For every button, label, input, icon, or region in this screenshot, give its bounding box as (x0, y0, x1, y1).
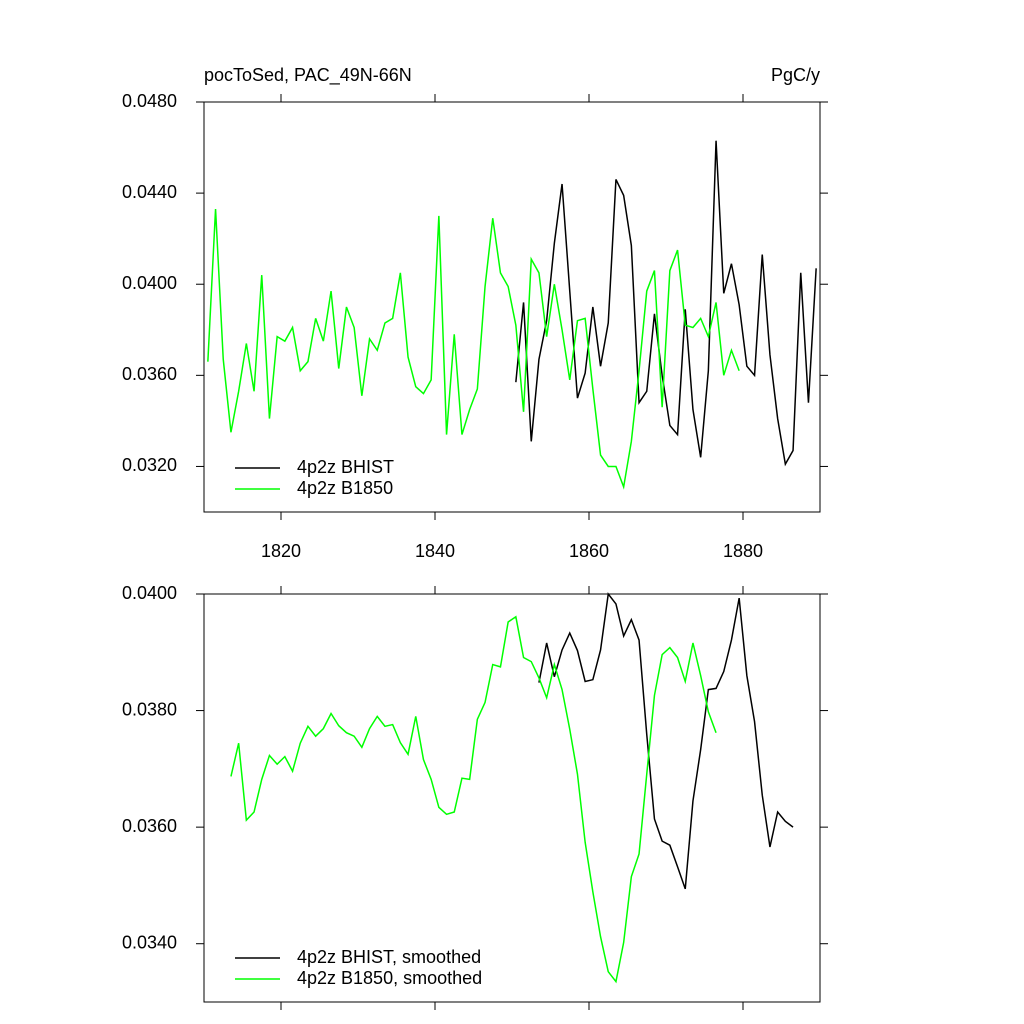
y-tick-label: 0.0340 (122, 932, 177, 952)
y-tick-label: 0.0360 (122, 816, 177, 836)
y-tick-label: 0.0320 (122, 455, 177, 475)
legend-label: 4p2z BHIST, smoothed (297, 947, 481, 967)
legend-label: 4p2z B1850 (297, 478, 393, 498)
x-tick-label: 1860 (569, 541, 609, 561)
y-tick-label: 0.0360 (122, 364, 177, 384)
series-line (230, 615, 717, 984)
plot-frame (203, 101, 821, 513)
y-tick-label: 0.0400 (122, 583, 177, 603)
series-line (207, 209, 740, 490)
units-label: PgC/y (771, 65, 820, 85)
legend-label: 4p2z B1850, smoothed (297, 968, 482, 988)
x-tick-label: 1880 (723, 541, 763, 561)
series-line (538, 592, 794, 890)
y-tick-label: 0.0480 (122, 91, 177, 111)
legend-label: 4p2z BHIST (297, 457, 394, 477)
y-tick-label: 0.0380 (122, 699, 177, 719)
plot-frame (203, 593, 821, 1003)
chart-title: pocToSed, PAC_49N-66N (204, 65, 412, 86)
y-tick-label: 0.0400 (122, 273, 177, 293)
x-tick-label: 1820 (261, 541, 301, 561)
x-tick-label: 1840 (415, 541, 455, 561)
series-line (515, 140, 817, 467)
y-tick-label: 0.0440 (122, 182, 177, 202)
